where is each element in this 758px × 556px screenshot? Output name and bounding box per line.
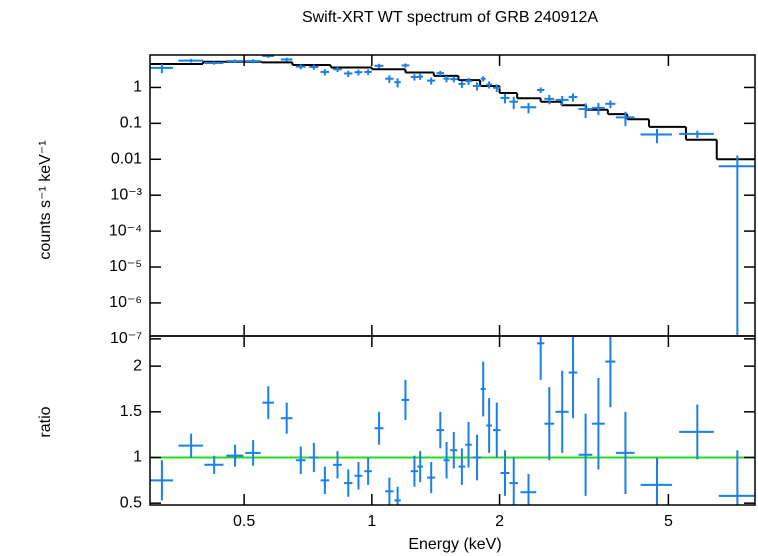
- y-tick-label: 10⁻⁷: [110, 330, 142, 347]
- y-axis-label: ratio: [37, 406, 54, 437]
- y-tick-label: 1.5: [120, 403, 142, 420]
- panel-frame: [149, 335, 756, 506]
- ratio-plot: [150, 336, 755, 505]
- y-tick-label: 0.01: [111, 150, 142, 167]
- y-tick-label: 2: [133, 357, 142, 374]
- panel-frame: [149, 54, 756, 337]
- y-tick-label: 1: [133, 449, 142, 466]
- x-tick-label: 2: [495, 513, 504, 530]
- chart-title: Swift-XRT WT spectrum of GRB 240912A: [302, 9, 598, 26]
- y-tick-label: 10⁻⁴: [109, 222, 142, 239]
- y-axis-label: counts s⁻¹ keV⁻¹: [37, 140, 54, 259]
- y-tick-label: 10⁻⁶: [109, 294, 142, 311]
- x-tick-label: 0.5: [233, 513, 255, 530]
- y-tick-label: 0.1: [120, 115, 142, 132]
- y-tick-label: 10⁻⁵: [109, 258, 142, 275]
- x-tick-label: 5: [664, 513, 673, 530]
- x-axis-label: Energy (keV): [408, 536, 501, 553]
- spectrum-plot: [150, 55, 755, 336]
- y-tick-label: 0.5: [120, 494, 142, 511]
- x-tick-label: 1: [367, 513, 376, 530]
- y-tick-label: 10⁻³: [110, 186, 142, 203]
- y-tick-label: 1: [133, 79, 142, 96]
